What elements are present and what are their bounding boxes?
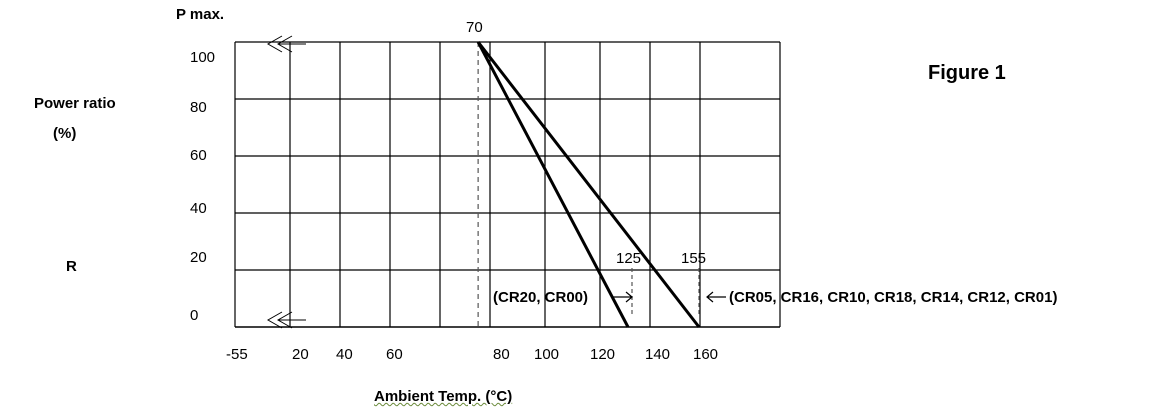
annotation-155: 155 (681, 250, 706, 267)
series-line-2 (476, 41, 701, 328)
tick-labels: 0 20 40 60 80 100 -55 20 40 60 80 100 120 140 160 (190, 49, 718, 363)
grid-lines (234, 41, 781, 328)
x-axis-label: Ambient Temp. (°C) (374, 388, 513, 405)
axis-break-icon (266, 311, 306, 329)
y-tick-label: 60 (190, 147, 207, 164)
y-tick-label: 20 (190, 249, 207, 266)
y-tick-label: 0 (190, 307, 198, 324)
reference-lines (477, 42, 700, 327)
x-tick-label: 100 (534, 346, 559, 363)
series-label-2: (CR05, CR16, CR10, CR18, CR14, CR12, CR0… (729, 289, 1057, 306)
axis-break-markers (266, 35, 306, 329)
y-axis-unit: (%) (53, 125, 77, 142)
series-label-1: (CR20, CR00) (493, 289, 588, 306)
x-tick-label: -55 (226, 346, 248, 363)
x-tick-label: 160 (693, 346, 718, 363)
arrow-left-icon (706, 291, 726, 303)
annotations: 70 125 155 (CR20, CR00) (CR05, CR16, CR10, C… (466, 19, 1057, 306)
series-line-1 (476, 41, 630, 328)
x-tick-label: 20 (292, 346, 309, 363)
arrow-right-icon (611, 291, 633, 303)
y-axis-extra-label: R (66, 258, 77, 275)
y-axis-label: Power ratio (34, 95, 116, 112)
x-tick-label: 140 (645, 346, 670, 363)
y-axis-top-label: P max. (176, 6, 225, 23)
x-tick-label: 120 (590, 346, 615, 363)
annotation-70: 70 (466, 19, 483, 36)
y-tick-label: 40 (190, 200, 207, 217)
x-tick-label: 60 (386, 346, 403, 363)
series-lines (476, 41, 701, 328)
y-tick-label: 100 (190, 49, 215, 66)
axis-break-icon (266, 35, 306, 53)
x-tick-label: 40 (336, 346, 353, 363)
annotation-125: 125 (616, 250, 641, 267)
y-tick-label: 80 (190, 99, 207, 116)
x-tick-label: 80 (493, 346, 510, 363)
figure-label: Figure 1 (928, 62, 1006, 84)
